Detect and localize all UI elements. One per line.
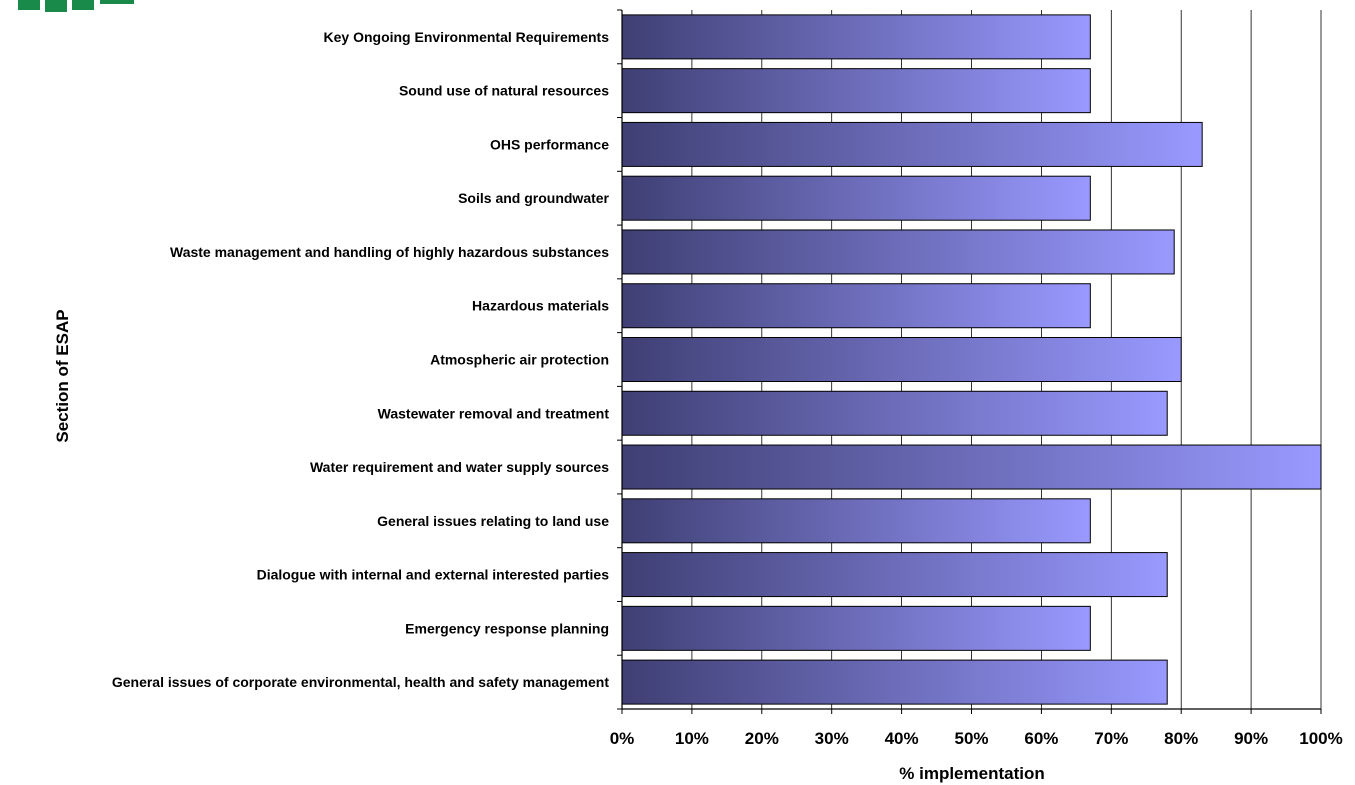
category-labels: Key Ongoing Environmental Requirements So… — [112, 29, 610, 690]
x-tick-label: 10% — [675, 729, 709, 748]
category-label: General issues relating to land use — [377, 513, 609, 529]
x-axis-title: % implementation — [899, 764, 1044, 783]
x-tick-label: 50% — [954, 729, 988, 748]
x-tick-label: 20% — [745, 729, 779, 748]
category-label: Key Ongoing Environmental Requirements — [324, 29, 610, 45]
bar — [621, 337, 1182, 382]
y-axis-title: Section of ESAP — [53, 309, 72, 442]
x-tick-label: 100% — [1299, 729, 1342, 748]
bar — [621, 229, 1175, 275]
bar — [621, 390, 1168, 436]
x-tick-label: 40% — [885, 729, 919, 748]
category-label: Waste management and handling of highly … — [170, 244, 609, 260]
bar — [621, 552, 1168, 598]
logo-fragment — [18, 0, 134, 12]
x-tick-label: 80% — [1164, 729, 1198, 748]
x-tick-label: 90% — [1234, 729, 1268, 748]
x-tick-label: 60% — [1024, 729, 1058, 748]
category-label: Dialogue with internal and external inte… — [257, 567, 610, 583]
x-tick-labels: 0% 10% 20% 30% 40% 50% 60% 70% 80% 90% 100% — [610, 729, 1343, 748]
category-label: Atmospheric air protection — [430, 352, 609, 368]
category-label: Soils and groundwater — [458, 190, 609, 206]
category-label: Emergency response planning — [405, 620, 609, 636]
axes — [617, 9, 1322, 714]
bar — [621, 175, 1091, 221]
category-label: Wastewater removal and treatment — [378, 405, 610, 421]
x-tick-label: 30% — [815, 729, 849, 748]
bar — [621, 605, 1091, 651]
x-tick-label: 0% — [610, 729, 635, 748]
category-label: OHS performance — [490, 136, 609, 152]
bar — [621, 659, 1168, 705]
category-label: Sound use of natural resources — [399, 83, 609, 99]
category-label: Water requirement and water supply sourc… — [310, 459, 609, 475]
bar — [621, 14, 1091, 60]
bar — [621, 444, 1322, 490]
bar — [621, 498, 1091, 544]
category-label: Hazardous materials — [472, 298, 609, 314]
bar — [621, 121, 1203, 167]
x-tick-label: 70% — [1094, 729, 1128, 748]
bars — [621, 14, 1322, 705]
category-label: General issues of corporate environmenta… — [112, 674, 609, 690]
bar — [621, 283, 1091, 329]
bar — [621, 68, 1091, 114]
